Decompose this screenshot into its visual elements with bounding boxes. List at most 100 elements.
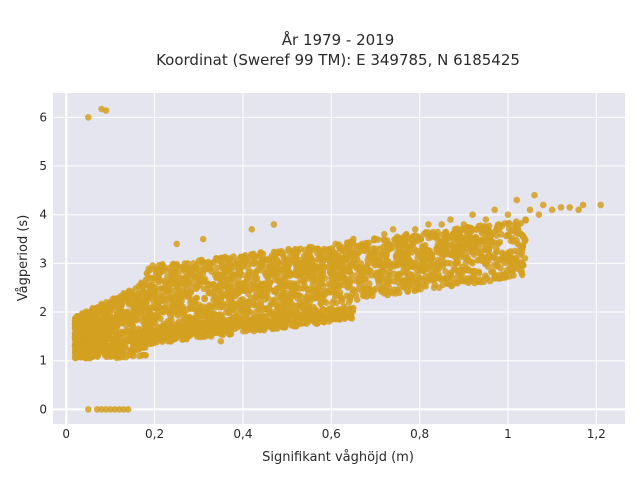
data-point — [338, 298, 346, 305]
data-point — [501, 220, 509, 227]
data-point — [135, 282, 142, 290]
data-point — [189, 305, 196, 312]
data-point — [481, 272, 489, 280]
data-point — [248, 294, 255, 302]
data-point — [317, 265, 324, 272]
data-point — [279, 291, 287, 299]
data-point — [485, 247, 492, 255]
data-point — [425, 221, 432, 228]
y-tick-label: 2 — [39, 305, 47, 319]
data-point — [79, 337, 87, 345]
data-point — [491, 206, 498, 214]
data-point — [132, 346, 140, 353]
data-point — [90, 349, 98, 356]
data-point — [404, 288, 412, 295]
data-point — [212, 325, 220, 332]
data-point — [308, 257, 316, 265]
data-point — [418, 266, 425, 274]
data-point — [513, 196, 521, 204]
data-point — [362, 289, 370, 297]
data-point — [126, 318, 133, 326]
data-point — [128, 298, 135, 306]
data-point — [493, 224, 501, 231]
x-tick-label: 0,2 — [145, 427, 164, 441]
data-point — [471, 274, 478, 281]
data-point — [317, 252, 324, 260]
data-point — [200, 326, 208, 333]
data-point — [213, 264, 221, 272]
data-point — [220, 319, 227, 327]
data-point — [164, 318, 172, 325]
data-point — [336, 292, 343, 300]
data-point — [227, 301, 235, 308]
data-point — [229, 272, 237, 279]
data-point — [146, 287, 154, 295]
data-point — [254, 313, 262, 321]
data-point — [352, 250, 360, 258]
data-point — [472, 226, 480, 233]
data-point — [187, 330, 195, 338]
data-point — [458, 263, 466, 271]
data-point — [259, 250, 267, 258]
data-point — [519, 232, 527, 239]
data-point — [166, 278, 174, 285]
data-point — [319, 318, 327, 326]
x-tick-label: 0 — [62, 427, 70, 441]
data-point — [160, 285, 168, 292]
data-point — [445, 280, 452, 287]
data-point — [346, 268, 354, 276]
data-point — [85, 310, 92, 318]
data-point — [151, 313, 158, 321]
data-point — [114, 342, 121, 349]
data-point — [462, 235, 469, 243]
data-point — [232, 288, 240, 295]
data-point — [223, 254, 230, 262]
data-point — [349, 259, 356, 266]
data-point — [397, 250, 405, 257]
data-point — [231, 316, 239, 323]
data-point — [514, 230, 521, 237]
data-point — [535, 211, 543, 218]
data-point — [370, 235, 378, 242]
data-point — [579, 201, 587, 209]
data-point — [460, 242, 467, 250]
data-point — [439, 261, 447, 268]
data-point — [509, 259, 517, 267]
data-point — [168, 298, 176, 305]
data-point — [451, 265, 459, 273]
data-point — [161, 333, 169, 341]
data-point — [103, 352, 111, 359]
data-point — [557, 204, 565, 211]
data-point — [355, 285, 362, 293]
data-point — [271, 288, 279, 296]
data-point — [218, 328, 225, 336]
data-point — [262, 313, 270, 320]
data-point — [447, 271, 455, 279]
data-point — [200, 285, 208, 293]
data-point — [497, 256, 505, 264]
data-point — [272, 249, 280, 257]
data-point — [178, 277, 185, 284]
data-point — [222, 274, 229, 282]
data-point — [475, 269, 483, 277]
data-point — [398, 235, 406, 243]
data-point — [110, 320, 118, 327]
data-point — [210, 258, 218, 266]
data-point — [297, 256, 304, 264]
data-point — [109, 314, 116, 321]
data-point — [226, 330, 233, 337]
data-point — [164, 273, 171, 280]
data-point — [291, 321, 299, 328]
data-point — [120, 289, 127, 297]
data-point — [331, 280, 339, 287]
data-point — [217, 311, 224, 318]
data-point — [456, 270, 464, 278]
data-point — [102, 346, 110, 354]
data-point — [248, 225, 256, 233]
data-point — [246, 308, 254, 316]
data-point — [125, 287, 133, 295]
data-point — [514, 265, 522, 273]
data-point — [172, 280, 180, 288]
data-point — [205, 258, 212, 266]
